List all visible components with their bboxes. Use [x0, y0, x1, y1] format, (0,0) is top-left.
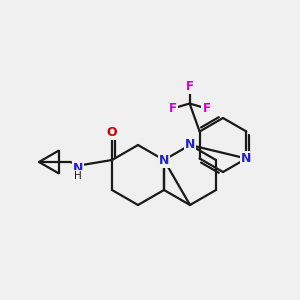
Text: H: H	[74, 171, 82, 181]
Text: F: F	[186, 80, 194, 93]
Text: N: N	[241, 152, 252, 165]
Text: F: F	[202, 102, 211, 115]
Text: O: O	[107, 125, 117, 139]
Text: F: F	[169, 102, 177, 115]
Text: N: N	[73, 161, 83, 175]
Text: N: N	[159, 154, 169, 166]
Text: N: N	[185, 139, 195, 152]
